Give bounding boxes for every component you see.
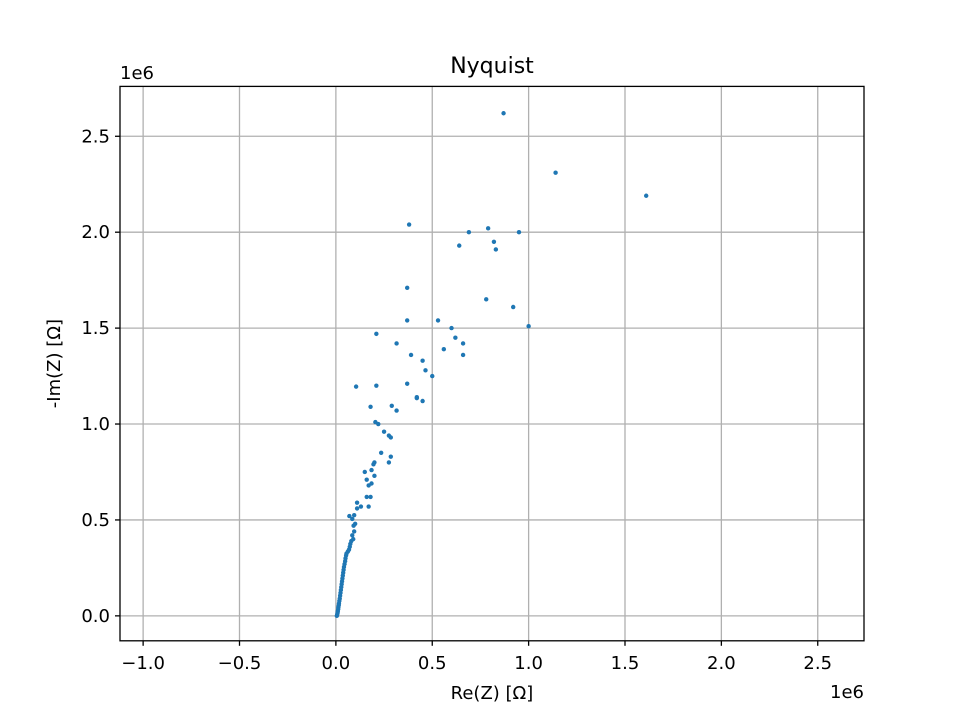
scatter-series [334, 111, 649, 619]
data-point [386, 460, 392, 465]
y-tick-label: 1.5 [81, 318, 110, 339]
data-point [460, 352, 466, 358]
data-point [643, 193, 649, 198]
x-tick-label: 2.0 [707, 653, 736, 674]
data-point [394, 408, 399, 413]
data-point [388, 435, 394, 440]
data-point [374, 331, 379, 337]
data-point [368, 404, 373, 409]
data-point [493, 247, 499, 252]
y-tick-label: 2.5 [81, 126, 110, 147]
y-tick-label: 1.0 [81, 414, 110, 435]
data-point [369, 481, 374, 486]
data-point [353, 384, 359, 389]
x-tick-label: 1.0 [514, 653, 543, 674]
y-tick-label: 2.0 [81, 222, 110, 243]
data-point [420, 358, 425, 363]
data-point [460, 341, 466, 346]
plot-frame [119, 85, 865, 642]
data-point [362, 469, 367, 475]
data-point [378, 450, 384, 456]
grid [120, 86, 864, 641]
data-point [366, 504, 371, 509]
data-point [351, 536, 356, 542]
data-point [374, 383, 379, 388]
data-point [389, 403, 394, 409]
data-point [414, 395, 420, 401]
x-tick-label: 0.5 [418, 653, 447, 674]
data-point [394, 341, 399, 346]
data-point [404, 318, 410, 323]
data-point [430, 373, 435, 379]
data-point [358, 504, 364, 509]
data-point [484, 297, 489, 302]
data-point [449, 325, 454, 331]
data-point [441, 347, 447, 352]
data-point [420, 398, 425, 404]
data-point [354, 500, 360, 505]
data-point [372, 460, 377, 465]
data-point [404, 285, 410, 291]
data-point [376, 421, 381, 427]
x-axis-offset-text: 1e6 [830, 682, 864, 703]
chart-title: Nyquist [450, 54, 534, 79]
data-point [372, 473, 377, 479]
data-point [364, 494, 369, 500]
data-point [423, 368, 428, 373]
x-tick-label: 2.5 [803, 653, 832, 674]
data-point [466, 229, 472, 235]
data-point [350, 516, 355, 522]
y-tick-label: 0.0 [81, 606, 110, 627]
y-axis-offset-text: 1e6 [120, 63, 154, 84]
x-tick-label: −0.5 [218, 653, 262, 674]
data-point [351, 529, 357, 534]
x-tick-label: −1.0 [121, 653, 165, 674]
axis-ticks: −1.0 −0.5 0.0 0.5 1.0 1.5 2.0 2.5 0.0 0.5 1.0 1.5 2.… [81, 126, 832, 674]
data-point [351, 512, 357, 518]
data-point [369, 467, 374, 473]
y-tick-label: 0.5 [81, 510, 110, 531]
data-point [350, 533, 355, 538]
data-point [516, 229, 522, 235]
plot-area [120, 86, 864, 641]
data-point [435, 318, 441, 323]
data-point [406, 222, 412, 227]
data-point [352, 521, 358, 526]
data-point [501, 111, 506, 116]
data-point [553, 170, 558, 175]
data-point [453, 335, 458, 340]
data-point [354, 506, 360, 511]
data-point [347, 513, 352, 519]
data-point [526, 323, 531, 329]
x-tick-label: 0.0 [322, 653, 351, 674]
data-point [368, 494, 373, 500]
y-axis-label: -Im(Z) [Ω] [44, 319, 65, 408]
data-point [381, 429, 387, 434]
x-tick-label: 1.5 [611, 653, 640, 674]
data-point [388, 454, 394, 459]
data-point [485, 226, 491, 231]
data-point [408, 352, 414, 358]
data-point [491, 239, 497, 244]
data-point [457, 243, 462, 248]
data-point [404, 381, 410, 386]
x-axis-label: Re(Z) [Ω] [451, 683, 534, 704]
data-point [364, 477, 369, 482]
data-point [511, 304, 516, 310]
